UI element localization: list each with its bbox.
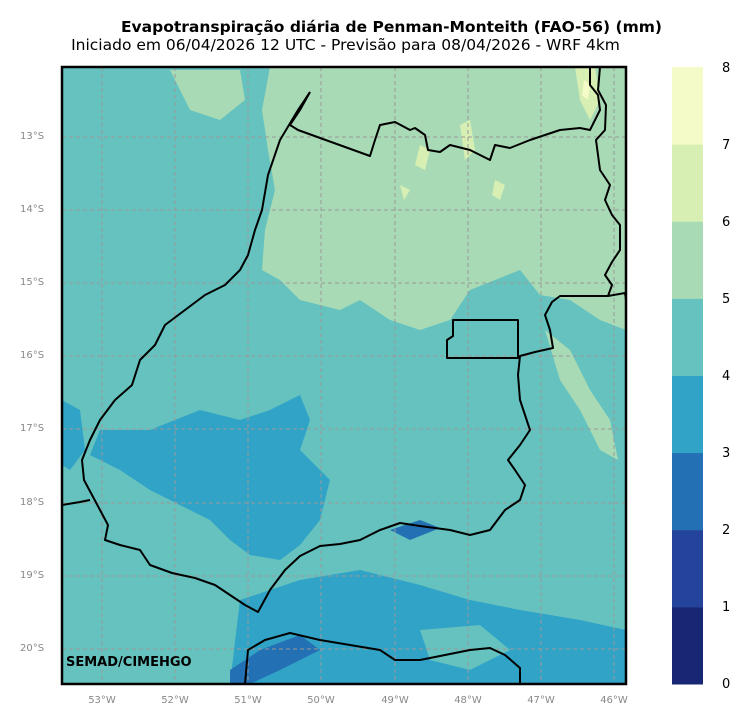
- lat-label-15s: 15°S: [20, 277, 45, 288]
- lat-label-13s: 13°S: [20, 131, 45, 142]
- colorbar-segment-6: [672, 144, 703, 222]
- lat-label-14s: 14°S: [20, 204, 45, 215]
- colorbar-segment-3: [672, 375, 703, 454]
- field-band-2-3-river: [390, 520, 440, 540]
- colorbar-tick-8: 8: [722, 61, 731, 76]
- field-band-5-6-patch: [170, 70, 245, 120]
- field-band-2-3-south: [230, 635, 320, 684]
- field-band-4-5-south-patch: [420, 625, 510, 670]
- colorbar: [672, 67, 703, 685]
- colorbar-tick-2: 2: [722, 523, 731, 538]
- colorbar-segment-0: [672, 606, 703, 685]
- lon-label-48w: 48°W: [454, 695, 482, 706]
- colorbar-tick-4: 4: [722, 369, 731, 384]
- field-band-3-4-west-edge: [62, 400, 85, 470]
- goias-border-west: [81, 91, 608, 613]
- field-band-3-4-southeast: [520, 620, 610, 670]
- colorbar-tick-5: 5: [722, 292, 731, 307]
- lon-label-46w: 46°W: [600, 695, 628, 706]
- goias-border: [289, 67, 626, 301]
- colorbar-segment-5: [672, 221, 703, 299]
- field-band-6-7-spot-2: [415, 145, 430, 170]
- colorbar-tick-1: 1: [722, 600, 731, 615]
- lat-label-16s: 16°S: [20, 350, 45, 361]
- colorbar-tick-6: 6: [722, 215, 731, 230]
- graticule: [62, 67, 626, 684]
- df-border: [446, 319, 519, 359]
- colorbar-segment-4: [672, 298, 703, 376]
- lon-label-50w: 50°W: [307, 695, 335, 706]
- colorbar-tick-7: 7: [722, 138, 731, 153]
- lon-label-53w: 53°W: [88, 695, 116, 706]
- field-band-7-8-spot: [582, 80, 590, 100]
- colorbar-tick-0: 0: [722, 677, 731, 692]
- lat-label-19s: 19°S: [20, 570, 45, 581]
- field-band-5-6-east-strip: [545, 330, 618, 460]
- lon-label-47w: 47°W: [527, 695, 555, 706]
- evapotranspiration-field: [62, 67, 626, 684]
- map-title: Evapotranspiração diária de Penman-Monte…: [120, 18, 663, 36]
- lat-label-17s: 17°S: [20, 423, 45, 434]
- lon-label-52w: 52°W: [161, 695, 189, 706]
- lon-label-49w: 49°W: [381, 695, 409, 706]
- lon-label-51w: 51°W: [234, 695, 262, 706]
- plot-frame: [60, 65, 628, 686]
- field-band-3-4-south: [230, 570, 626, 684]
- southern-state-border: [244, 632, 521, 684]
- colorbar-segment-7: [672, 67, 703, 145]
- map-subtitle: Iniciado em 06/04/2026 12 UTC - Previsão…: [71, 36, 620, 54]
- colorbar-segment-2: [672, 452, 703, 531]
- credit-label: SEMAD/CIMEHGO: [66, 655, 192, 670]
- colorbar-tick-3: 3: [722, 446, 731, 461]
- goias-southwest-edge: [62, 499, 91, 506]
- colorbar-segment-1: [672, 529, 703, 608]
- field-band-5-6-north: [262, 67, 626, 330]
- field-band-6-7-spot-3: [492, 180, 505, 200]
- lat-label-20s: 20°S: [20, 643, 45, 654]
- field-band-3-4-central-west: [90, 395, 330, 560]
- state-borders: [62, 67, 626, 684]
- lat-label-18s: 18°S: [20, 497, 45, 508]
- field-band-6-7-spot-4: [400, 185, 410, 200]
